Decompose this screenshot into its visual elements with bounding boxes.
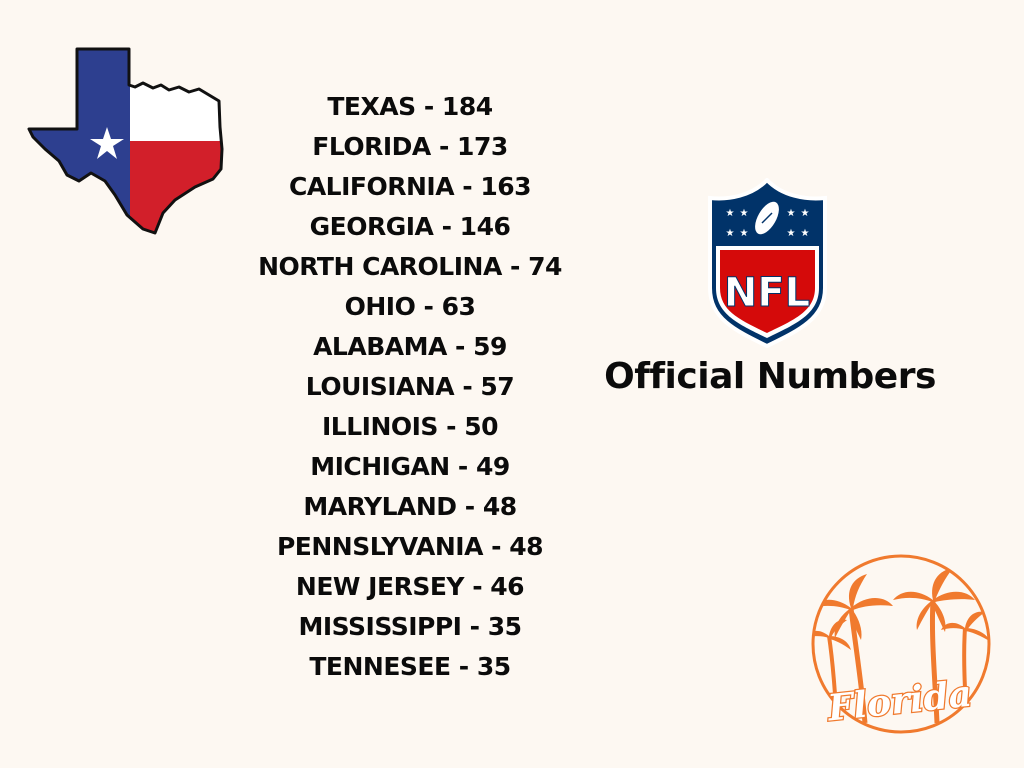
list-item: TEXAS - 184 [327,92,493,121]
list-item: MICHIGAN - 49 [310,452,510,481]
svg-text:★: ★ [740,208,749,219]
page-title: Official Numbers [604,356,936,397]
nfl-logo-text: NFL [724,270,810,316]
list-item: CALIFORNIA - 163 [288,172,532,201]
list-item: ILLINOIS - 50 [321,412,499,441]
svg-text:★: ★ [801,228,810,239]
svg-text:★: ★ [726,228,735,239]
list-item: ALABAMA - 59 [313,332,507,361]
list-item: MARYLAND - 48 [303,492,517,521]
svg-text:★: ★ [801,208,810,219]
svg-text:★: ★ [726,208,735,219]
texas-flag-map-icon [27,47,224,235]
list-item: MISSISSIPPI - 35 [298,612,522,641]
svg-text:★: ★ [787,228,796,239]
palm-trees-icon: Florida [811,554,991,734]
list-item: TENNESEE - 35 [309,652,511,681]
list-item: NORTH CAROLINA - 74 [258,252,562,281]
list-item: GEORGIA - 146 [309,212,511,241]
list-item: LOUISIANA - 57 [305,372,515,401]
list-item: OHIO - 63 [344,292,476,321]
nfl-shield-icon: ★ ★ ★ ★ ★ ★ ★ ★ NFL [708,178,827,348]
svg-text:★: ★ [787,208,796,219]
state-player-count-list: TEXAS - 184 FLORIDA - 173 CALIFORNIA - 1… [210,87,610,687]
list-item: FLORIDA - 173 [312,132,508,161]
list-item: PENNSLYVANIA - 48 [276,532,544,561]
list-item: NEW JERSEY - 46 [295,572,525,601]
svg-text:★: ★ [740,228,749,239]
